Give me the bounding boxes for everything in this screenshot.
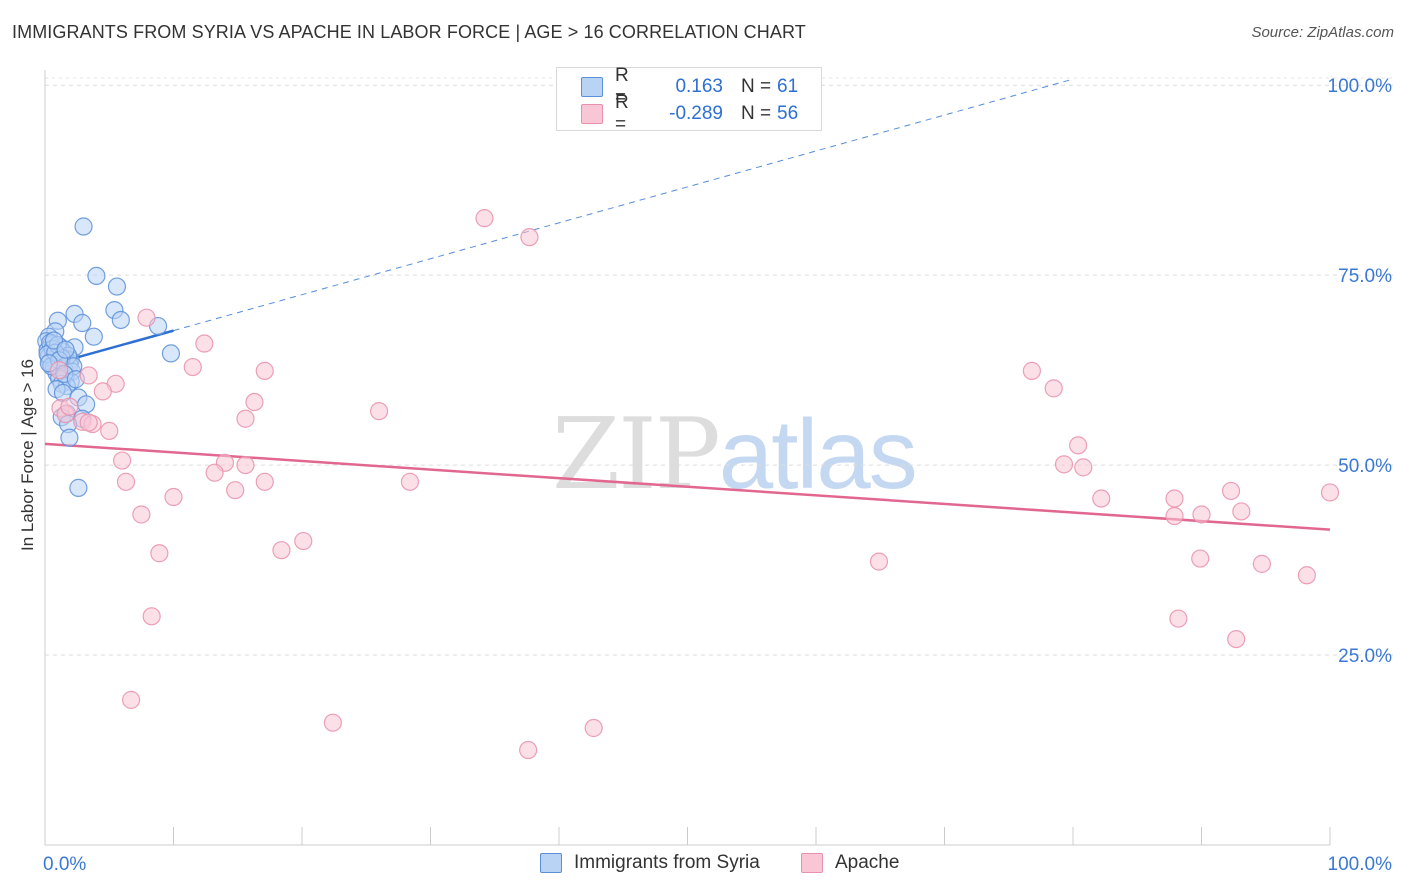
legend-n-label: N = xyxy=(741,76,772,97)
apache-point xyxy=(1069,436,1088,455)
legend-r-label: R = xyxy=(615,65,629,108)
data-points xyxy=(37,209,1340,760)
syria-point xyxy=(69,478,88,497)
apache-point xyxy=(183,357,202,377)
watermark: ZIPatlas xyxy=(552,398,918,512)
syria-point xyxy=(60,428,79,447)
y-tick-label: 75.0% xyxy=(1338,266,1392,287)
legend-r-value: 0.163 xyxy=(675,76,723,97)
apache-point xyxy=(1191,549,1210,568)
legend-n-label: N = xyxy=(741,103,772,124)
y-tick-label: 50.0% xyxy=(1338,456,1392,477)
legend-item-syria[interactable]: Immigrants from Syria xyxy=(540,852,760,874)
syria-point xyxy=(111,310,130,330)
apache-point xyxy=(142,607,161,626)
apache-point xyxy=(236,409,255,428)
x-tick-label: 0.0% xyxy=(43,854,86,875)
apache-point xyxy=(255,472,274,491)
correlation-legend: R = 0.163 N = 61 R = -0.289 N = 56 xyxy=(556,65,822,135)
apache-point xyxy=(79,366,98,385)
apache-point xyxy=(584,718,603,738)
apache-point xyxy=(116,472,136,491)
apache-point xyxy=(1227,629,1246,649)
chart-title: IMMIGRANTS FROM SYRIA VS APACHE IN LABOR… xyxy=(12,22,806,42)
apache-point xyxy=(164,487,183,507)
apache-point xyxy=(150,544,169,563)
apache-point xyxy=(1022,361,1041,380)
y-tick-label: 100.0% xyxy=(1328,76,1393,97)
apache-point xyxy=(1252,554,1271,573)
watermark-zip: ZIP xyxy=(552,398,721,512)
legend-n-value: 56 xyxy=(777,103,799,124)
apache-point xyxy=(236,455,255,475)
apache-point xyxy=(475,209,494,228)
source-note: Source: ZipAtlas.com xyxy=(1251,24,1394,41)
apache-point xyxy=(100,421,119,441)
legend-row-syria: R = 0.163 N = 61 xyxy=(557,65,799,108)
apache-point xyxy=(400,472,420,491)
axes xyxy=(44,70,1331,846)
legend-label-syria: Immigrants from Syria xyxy=(574,852,760,873)
apache-point xyxy=(245,392,264,412)
legend-r-label: R = xyxy=(615,92,629,135)
syria-point xyxy=(84,327,103,346)
grid-lines xyxy=(45,77,1395,656)
apache-point xyxy=(1165,506,1184,526)
apache-point xyxy=(205,463,224,482)
apache-point xyxy=(79,413,98,432)
apache-point xyxy=(1044,379,1063,398)
legend-item-apache[interactable]: Apache xyxy=(801,852,899,874)
syria-trend-extension xyxy=(173,78,1074,332)
apache-point xyxy=(1320,483,1340,502)
apache-point xyxy=(294,531,313,551)
apache-point xyxy=(1074,458,1093,477)
apache-point xyxy=(1165,489,1184,508)
apache-point xyxy=(50,361,69,380)
apache-point xyxy=(519,740,538,760)
legend-n-value: 61 xyxy=(777,76,799,97)
apache-point xyxy=(1169,609,1188,628)
legend-r-value: -0.289 xyxy=(669,103,723,124)
syria-point xyxy=(73,313,92,333)
apache-point xyxy=(132,505,151,524)
y-tick-label: 25.0% xyxy=(1338,646,1392,667)
apache-point xyxy=(323,713,342,732)
apache-point xyxy=(60,397,79,416)
series-legend: Immigrants from Syria Apache xyxy=(0,852,1406,878)
apache-point xyxy=(1192,505,1211,524)
x-tick-label: 100.0% xyxy=(1328,854,1393,875)
apache-point xyxy=(1297,566,1316,585)
apache-point xyxy=(93,382,112,401)
syria-point xyxy=(74,217,93,236)
legend-swatch-syria xyxy=(581,77,603,97)
apache-trend-line xyxy=(44,442,1331,531)
apache-point xyxy=(520,228,539,247)
legend-row-apache: R = -0.289 N = 56 xyxy=(557,92,799,135)
apache-point xyxy=(226,481,245,500)
apache-point xyxy=(1221,481,1241,501)
syria-point xyxy=(107,277,127,296)
apache-point xyxy=(121,690,141,709)
syria-point xyxy=(87,266,106,286)
apache-point xyxy=(272,541,291,560)
apache-point xyxy=(370,402,389,421)
apache-point xyxy=(137,308,156,327)
syria-point xyxy=(161,344,181,363)
legend-swatch-syria xyxy=(540,853,562,873)
tick-labels: 25.0% 50.0% 75.0% 100.0% 0.0% 100.0% xyxy=(43,76,1392,875)
apache-point xyxy=(869,552,889,571)
apache-point xyxy=(255,361,274,380)
legend-label-apache: Apache xyxy=(835,852,900,873)
apache-point xyxy=(112,451,132,470)
apache-point xyxy=(1232,502,1251,521)
apache-point xyxy=(195,334,214,353)
legend-swatch-apache xyxy=(581,104,603,124)
apache-point xyxy=(1092,489,1111,508)
legend-swatch-apache xyxy=(801,853,823,873)
apache-point xyxy=(1054,455,1074,474)
syria-point xyxy=(56,340,75,359)
